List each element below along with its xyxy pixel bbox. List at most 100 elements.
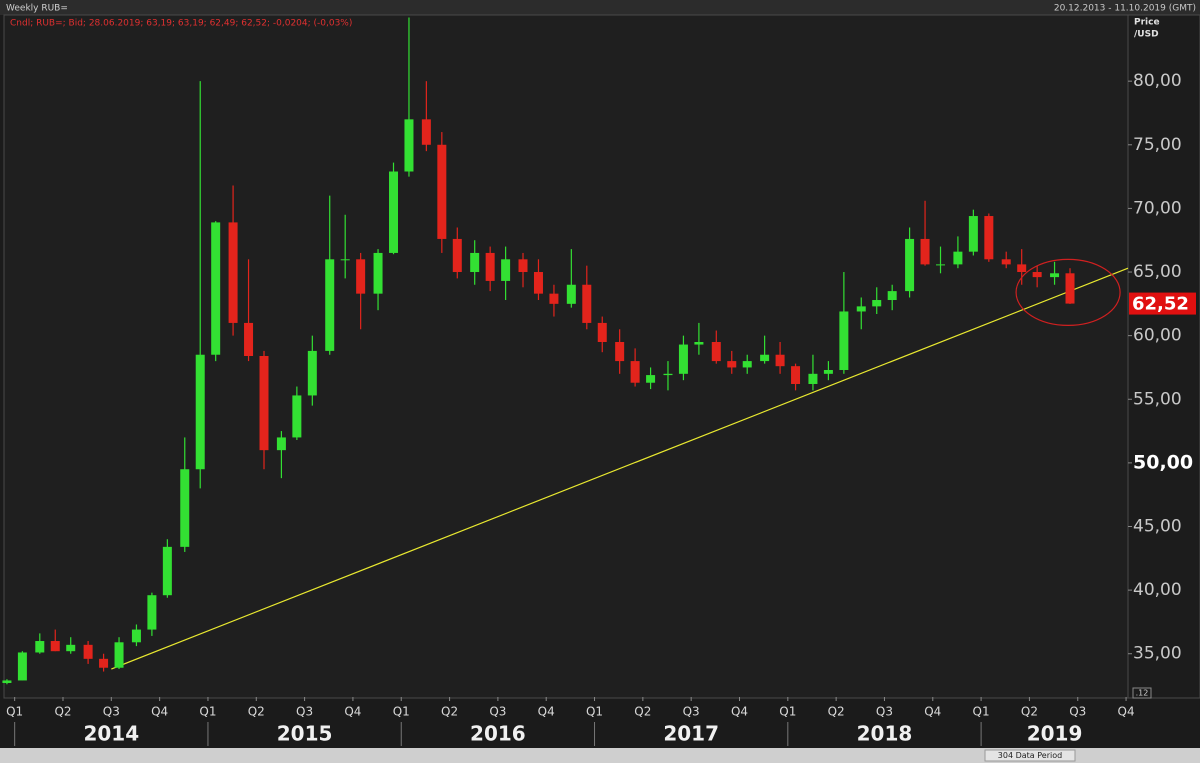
x-tick-label: Q1 [586, 705, 603, 719]
candle-body [760, 354, 770, 362]
x-tick-label: Q4 [1118, 705, 1135, 719]
candle-body [549, 293, 559, 304]
candle-body [678, 344, 688, 374]
candle-body [485, 252, 495, 281]
footer-text: 304 Data Period [998, 751, 1062, 760]
candle-body [646, 375, 656, 383]
candle-body [1050, 273, 1060, 278]
candle-body [953, 251, 963, 265]
x-tick-label: Q3 [103, 705, 120, 719]
candle-body [936, 264, 946, 266]
x-tick-label: Q4 [344, 705, 361, 719]
candle-body [421, 119, 431, 145]
x-tick-label: Q2 [634, 705, 651, 719]
y-tick-label: 40,00 [1133, 580, 1182, 600]
candle-body [968, 216, 978, 252]
candle-body [50, 641, 60, 652]
candle-body [791, 366, 801, 384]
x-tick-label: Q2 [248, 705, 265, 719]
y-tick-label: 75,00 [1133, 135, 1182, 155]
y-tick-label: 80,00 [1133, 71, 1182, 91]
year-label: 2018 [857, 722, 913, 746]
candle-body [147, 595, 157, 630]
x-tick-label: Q2 [441, 705, 458, 719]
candle-body [373, 252, 383, 294]
candle-body [228, 222, 238, 323]
candle-body [307, 350, 317, 396]
year-label: 2017 [663, 722, 719, 746]
candle-body [711, 342, 721, 362]
year-label: 2016 [470, 722, 526, 746]
candle-body [17, 652, 27, 681]
candle-body [533, 272, 543, 294]
y-tick-label: 70,00 [1133, 198, 1182, 218]
x-tick-label: Q3 [489, 705, 506, 719]
candle-body [325, 259, 335, 351]
last-price-label: 62,52 [1132, 294, 1189, 315]
candle-body [244, 322, 254, 356]
x-tick-label: Q4 [538, 705, 555, 719]
candle-body [839, 311, 849, 370]
y-axis-panel [1127, 14, 1200, 699]
candle-body [1001, 259, 1011, 265]
y-tick-label: 45,00 [1133, 517, 1182, 537]
candle-body [66, 644, 76, 652]
candle-body [195, 354, 205, 470]
x-tick-label: Q3 [1069, 705, 1086, 719]
candle-body [114, 642, 124, 668]
candle-body [2, 680, 12, 684]
plot-area [3, 14, 1129, 699]
x-tick-label: Q2 [54, 705, 71, 719]
y-axis-label: Price [1134, 18, 1160, 28]
candle-body [276, 437, 286, 451]
corner-label: .12 [1136, 689, 1149, 698]
year-label: 2014 [83, 722, 139, 746]
legend-text: Cndl; RUB=; Bid; 28.06.2019; 63,19; 63,1… [10, 19, 352, 29]
candle-body [566, 284, 576, 304]
chart-title: Weekly RUB= [6, 4, 68, 14]
candle-body [99, 658, 109, 668]
candle-body [35, 641, 45, 653]
candle-body [630, 361, 640, 383]
candle-body [887, 291, 897, 301]
candle-body [582, 284, 592, 323]
x-tick-label: Q4 [731, 705, 748, 719]
candle-body [727, 361, 737, 368]
x-tick-label: Q3 [876, 705, 893, 719]
x-tick-label: Q1 [973, 705, 990, 719]
candle-body [823, 369, 833, 374]
candle-body [404, 119, 414, 172]
footer-bar [0, 748, 1200, 763]
candle-body [518, 259, 528, 273]
year-label: 2019 [1027, 722, 1083, 746]
candle-body [1017, 264, 1027, 273]
candle-body [615, 342, 625, 362]
x-tick-label: Q3 [296, 705, 313, 719]
candle-body [663, 373, 673, 376]
x-tick-label: Q1 [779, 705, 796, 719]
highlight-ellipse [1015, 258, 1121, 326]
candle-body [162, 546, 172, 596]
y-tick-label: 65,00 [1133, 262, 1182, 282]
candle-body [180, 469, 190, 547]
candle-body [742, 361, 752, 368]
x-tick-label: Q4 [151, 705, 168, 719]
candle-body [808, 373, 818, 384]
candle-body [1065, 273, 1075, 304]
x-tick-label: Q2 [1021, 705, 1038, 719]
candle-body [1032, 272, 1042, 278]
candle-body [340, 259, 350, 261]
header-bar [0, 0, 1200, 15]
last-price-box [1129, 292, 1196, 315]
candle-body [259, 356, 269, 451]
candle-body [775, 354, 785, 367]
candle-body [452, 238, 462, 273]
candle-body [984, 216, 994, 260]
x-tick-label: Q1 [393, 705, 410, 719]
candle-body [389, 171, 399, 253]
candle-body [470, 252, 480, 273]
candle-body [356, 259, 366, 294]
candle-body [597, 322, 607, 343]
